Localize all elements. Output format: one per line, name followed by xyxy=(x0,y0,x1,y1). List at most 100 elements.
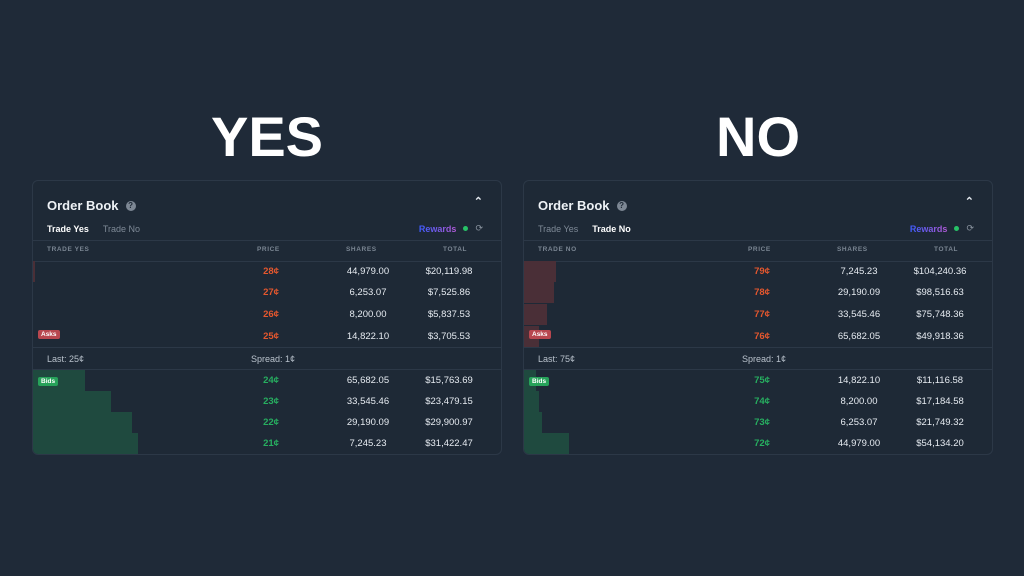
ask-total: $98,516.63 xyxy=(916,287,964,298)
rewards-label[interactable]: Rewards xyxy=(909,223,948,234)
bid-row[interactable]: 72¢ 44,979.00 $54,134.20 xyxy=(524,433,992,454)
bids-badge: Bids xyxy=(529,377,550,386)
bid-depth-bar xyxy=(524,412,542,433)
column-header-price: PRICE xyxy=(748,246,771,253)
tab-trade-yes[interactable]: Trade Yes xyxy=(47,224,89,234)
ask-row[interactable]: 78¢ 29,190.09 $98,516.63 xyxy=(524,282,992,303)
tab-trade-yes[interactable]: Trade Yes xyxy=(538,224,579,234)
bid-price: 74¢ xyxy=(754,396,770,407)
ask-depth-bar xyxy=(33,261,35,282)
bid-shares: 44,979.00 xyxy=(837,438,881,449)
bid-price: 22¢ xyxy=(263,417,279,428)
bid-row[interactable]: 75¢ 14,822.10 $11,116.58 xyxy=(524,370,992,391)
ask-total: $5,837.53 xyxy=(427,309,471,320)
ask-price: 27¢ xyxy=(263,287,279,298)
column-header-price: PRICE xyxy=(257,246,280,253)
order-book-panel-no: Order Book ? ⌃ Trade Yes Trade No Rewards… xyxy=(523,180,993,455)
column-header-total: TOTAL xyxy=(934,246,959,253)
bid-price: 73¢ xyxy=(754,417,770,428)
yes-heading: YES xyxy=(210,105,324,168)
ask-row[interactable]: 76¢ 65,682.05 $49,918.36 xyxy=(524,326,992,347)
divider xyxy=(524,347,992,348)
divider xyxy=(33,240,501,241)
column-header-side: TRADE NO xyxy=(538,246,577,253)
bid-shares: 8,200.00 xyxy=(840,396,878,407)
bid-depth-bar xyxy=(33,391,111,412)
column-header-shares: SHARES xyxy=(837,246,868,253)
ask-depth-bar xyxy=(524,304,547,325)
ask-depth-bar xyxy=(524,261,556,282)
ask-price: 26¢ xyxy=(263,309,279,320)
question-circle-icon[interactable]: ? xyxy=(125,200,136,211)
last-spread-bar: Last: 25¢ Spread: 1¢ xyxy=(33,348,501,370)
tab-trade-no[interactable]: Trade No xyxy=(102,224,141,234)
ask-shares: 7,245.23 xyxy=(840,266,878,277)
bid-depth-bar xyxy=(524,391,539,412)
bid-row[interactable]: 23¢ 33,545.46 $23,479.15 xyxy=(33,391,501,412)
rewards-status-dot xyxy=(954,226,960,231)
ask-total: $3,705.53 xyxy=(427,331,471,342)
refresh-icon[interactable]: ⟳ xyxy=(966,223,974,233)
bid-shares: 65,682.05 xyxy=(346,375,390,386)
last-price: Last: 25¢ xyxy=(47,354,85,364)
ask-row[interactable]: 77¢ 33,545.46 $75,748.36 xyxy=(524,304,992,325)
ask-total: $104,240.36 xyxy=(913,266,967,277)
bid-row[interactable]: 24¢ 65,682.05 $15,763.69 xyxy=(33,370,501,391)
ask-price: 78¢ xyxy=(754,287,770,298)
divider xyxy=(33,369,501,370)
bid-total: $11,116.58 xyxy=(916,375,964,386)
last-spread-bar: Last: 75¢ Spread: 1¢ xyxy=(524,348,992,370)
bid-row[interactable]: 73¢ 6,253.07 $21,749.32 xyxy=(524,412,992,433)
ask-depth-bar xyxy=(524,282,554,303)
bid-shares: 7,245.23 xyxy=(349,438,387,449)
spread-value: Spread: 1¢ xyxy=(251,354,296,364)
bid-row[interactable]: 74¢ 8,200.00 $17,184.58 xyxy=(524,391,992,412)
question-circle-icon[interactable]: ? xyxy=(616,200,627,211)
divider xyxy=(524,261,992,262)
ask-shares: 14,822.10 xyxy=(346,331,390,342)
ask-shares: 44,979.00 xyxy=(346,266,390,277)
rewards-indicator[interactable]: Rewards ⟳ xyxy=(419,223,483,234)
ask-total: $75,748.36 xyxy=(916,309,964,320)
asks-badge: Asks xyxy=(38,330,60,339)
ask-total: $7,525.86 xyxy=(427,287,471,298)
bid-price: 21¢ xyxy=(263,438,279,449)
ask-row[interactable]: 27¢ 6,253.07 $7,525.86 xyxy=(33,282,501,303)
rewards-label[interactable]: Rewards xyxy=(418,223,457,234)
order-book-panel-yes: Order Book ? ⌃ Trade Yes Trade No Rewards… xyxy=(32,180,502,455)
bid-price: 72¢ xyxy=(754,438,770,449)
ask-price: 77¢ xyxy=(754,309,770,320)
refresh-icon[interactable]: ⟳ xyxy=(475,223,483,233)
bid-price: 23¢ xyxy=(263,396,279,407)
last-price: Last: 75¢ xyxy=(538,354,576,364)
ask-price: 25¢ xyxy=(263,331,279,342)
no-heading: NO xyxy=(716,105,800,168)
column-header-shares: SHARES xyxy=(346,246,377,253)
divider xyxy=(524,369,992,370)
chevron-up-icon[interactable]: ⌃ xyxy=(964,196,974,208)
bid-total: $54,134.20 xyxy=(916,438,964,449)
ask-row[interactable]: 26¢ 8,200.00 $5,837.53 xyxy=(33,304,501,325)
ask-total: $20,119.98 xyxy=(425,266,473,277)
ask-row[interactable]: 25¢ 14,822.10 $3,705.53 xyxy=(33,326,501,347)
ask-shares: 33,545.46 xyxy=(837,309,881,320)
ask-row[interactable]: 79¢ 7,245.23 $104,240.36 xyxy=(524,261,992,282)
bid-row[interactable]: 22¢ 29,190.09 $29,900.97 xyxy=(33,412,501,433)
ask-shares: 29,190.09 xyxy=(837,287,881,298)
bid-row[interactable]: 21¢ 7,245.23 $31,422.47 xyxy=(33,433,501,454)
chevron-up-icon[interactable]: ⌃ xyxy=(473,196,483,208)
bid-shares: 14,822.10 xyxy=(837,375,881,386)
ask-price: 79¢ xyxy=(754,266,770,277)
order-book-title: Order Book xyxy=(538,198,610,213)
divider xyxy=(524,240,992,241)
order-book-header: Order Book ? xyxy=(538,198,627,213)
tab-trade-no[interactable]: Trade No xyxy=(592,224,631,234)
trade-tabs: Trade Yes Trade No xyxy=(538,224,631,234)
column-header-total: TOTAL xyxy=(443,246,468,253)
bid-total: $17,184.58 xyxy=(916,396,964,407)
ask-row[interactable]: 28¢ 44,979.00 $20,119.98 xyxy=(33,261,501,282)
ask-price: 76¢ xyxy=(754,331,770,342)
rewards-indicator[interactable]: Rewards ⟳ xyxy=(910,223,974,234)
bid-total: $23,479.15 xyxy=(425,396,473,407)
spread-value: Spread: 1¢ xyxy=(742,354,787,364)
